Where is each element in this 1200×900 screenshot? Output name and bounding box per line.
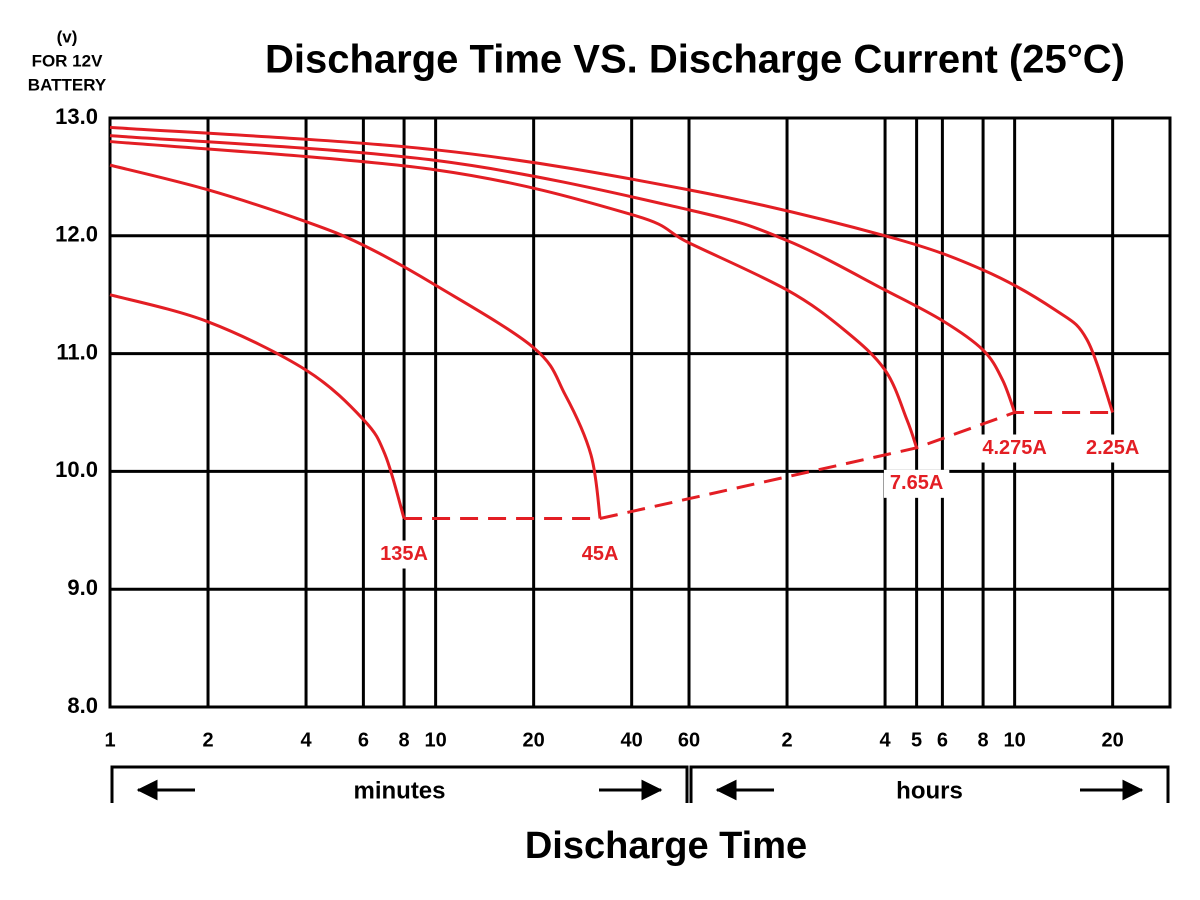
x-axis-label: Discharge Time: [525, 825, 807, 867]
arrow-right: [599, 779, 663, 801]
x-tick-label: 4: [300, 729, 312, 751]
x-tick-label: 4: [879, 729, 891, 751]
y-tick-label: 10.0: [55, 457, 98, 482]
unit-bracket: [110, 765, 689, 803]
unit-bracket: [689, 765, 1170, 803]
arrow-left: [136, 779, 195, 801]
x-tick-label: 20: [1102, 729, 1124, 751]
y-tick-label: 13.0: [55, 104, 98, 129]
y-tick-label: 12.0: [55, 222, 98, 247]
x-tick-label: 60: [678, 729, 700, 751]
series-label: 135A: [380, 543, 428, 565]
unit-label: hours: [896, 777, 963, 804]
y-tick-label: 9.0: [67, 575, 98, 600]
label-background: [883, 469, 950, 498]
series-label: 4.275A: [982, 437, 1047, 459]
label-background: [575, 540, 625, 569]
x-tick-label: 10: [425, 729, 447, 751]
label-background: [1079, 434, 1146, 463]
x-tick-label: 40: [621, 729, 643, 751]
series-label: 45A: [582, 543, 619, 565]
y-axis-label: FOR 12V: [32, 51, 104, 70]
x-tick-label: 1: [104, 729, 115, 751]
x-tick-label: 5: [911, 729, 922, 751]
end-voltage-line: [404, 411, 1113, 521]
series-label: 7.65A: [890, 472, 943, 494]
x-tick-label: 2: [202, 729, 213, 751]
discharge-curve: [109, 134, 1017, 414]
x-tick-label: 8: [978, 729, 989, 751]
x-tick-label: 8: [399, 729, 410, 751]
label-background: [374, 540, 434, 569]
y-tick-label: 8.0: [67, 693, 98, 718]
chart-title: Discharge Time VS. Discharge Current (25…: [265, 38, 1125, 82]
y-axis-label: BATTERY: [28, 75, 107, 94]
x-tick-label: 10: [1004, 729, 1026, 751]
x-tick-label: 6: [937, 729, 948, 751]
unit-label: minutes: [353, 777, 445, 804]
discharge-curve: [109, 125, 1115, 413]
discharge-curve: [109, 293, 406, 519]
discharge-curve: [109, 140, 919, 449]
discharge-curve: [109, 163, 602, 519]
x-tick-label: 20: [523, 729, 545, 751]
series-label: 2.25A: [1086, 437, 1139, 459]
label-background: [976, 434, 1053, 463]
arrow-left: [715, 779, 775, 801]
arrow-right: [1080, 779, 1144, 801]
y-tick-label: 11.0: [56, 339, 98, 364]
x-tick-label: 2: [781, 729, 792, 751]
plot-frame: [108, 116, 1172, 709]
x-tick-label: 6: [358, 729, 369, 751]
y-axis-label: (v): [57, 27, 78, 46]
